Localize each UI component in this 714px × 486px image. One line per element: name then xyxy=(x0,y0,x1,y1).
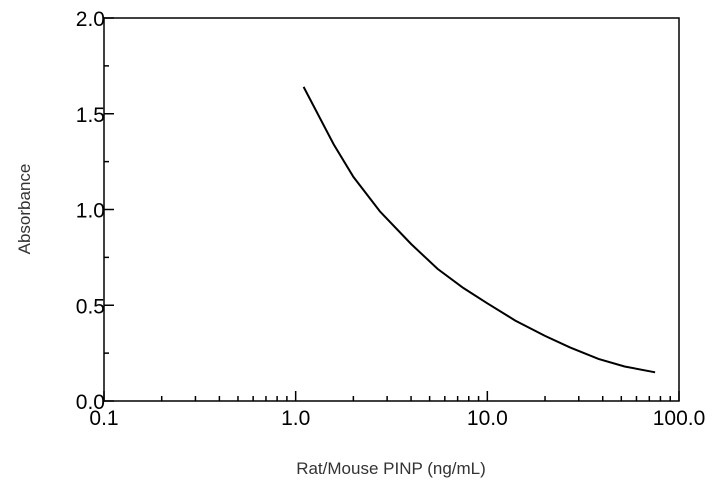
y-axis-tick-labels: 0.0 0.5 1.0 1.5 2.0 xyxy=(76,8,105,414)
x-axis-title: Rat/Mouse PINP (ng/mL) xyxy=(296,459,486,478)
x-tick-label: 100.0 xyxy=(653,407,706,430)
plot-frame xyxy=(103,17,680,402)
x-axis-tick-labels: 0.1 1.0 10.0 100.0 xyxy=(89,407,705,430)
y-tick-label: 1.0 xyxy=(76,200,105,223)
x-tick-label: 1.0 xyxy=(281,407,310,430)
x-tick-label: 0.1 xyxy=(89,407,118,430)
y-tick-label: 0.5 xyxy=(76,295,105,318)
y-axis-ticks xyxy=(104,17,114,402)
series-line xyxy=(302,86,656,374)
y-tick-label: 2.0 xyxy=(76,8,105,31)
y-tick-label: 1.5 xyxy=(76,104,105,127)
y-axis-title: Absorbance xyxy=(15,164,34,255)
x-axis-ticks xyxy=(103,391,680,401)
x-tick-label: 10.0 xyxy=(467,407,508,430)
y-tick-label: 0.0 xyxy=(76,391,105,414)
